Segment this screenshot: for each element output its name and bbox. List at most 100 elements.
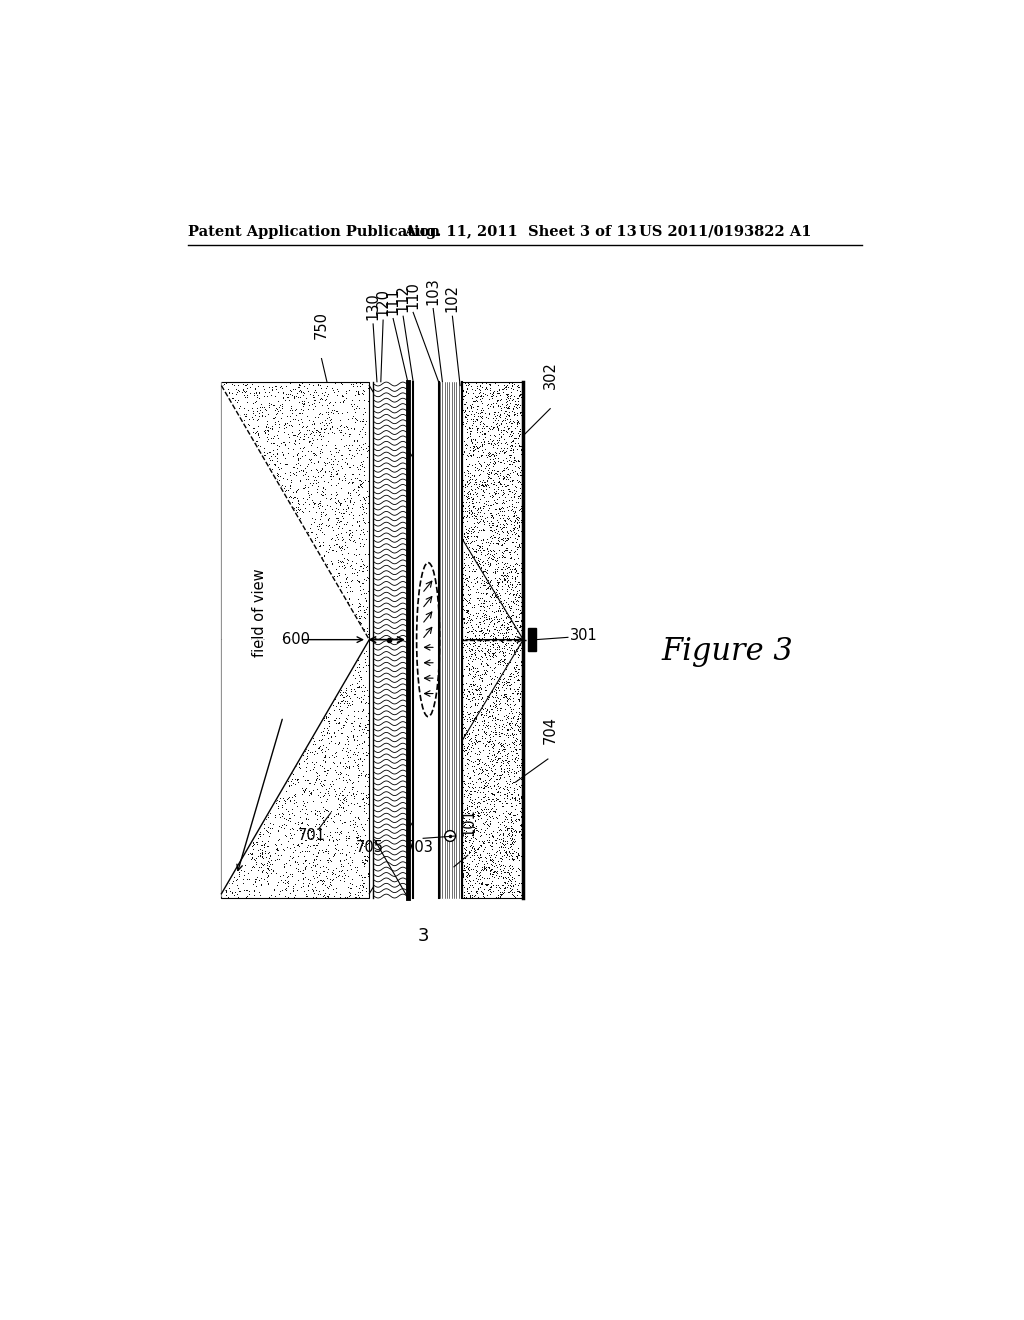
Point: [496, 466, 512, 487]
Point: [343, 374, 359, 395]
Point: [508, 861, 524, 882]
Point: [486, 866, 503, 887]
Point: [231, 543, 248, 564]
Point: [472, 873, 488, 894]
Point: [495, 504, 511, 525]
Point: [304, 659, 321, 680]
Point: [508, 576, 524, 597]
Point: [514, 527, 530, 548]
Point: [234, 378, 251, 399]
Point: [269, 673, 286, 694]
Point: [314, 807, 331, 828]
Point: [476, 471, 493, 492]
Point: [473, 405, 489, 426]
Point: [321, 430, 337, 451]
Point: [249, 800, 265, 821]
Point: [311, 622, 328, 643]
Point: [483, 610, 500, 631]
Point: [330, 788, 346, 809]
Point: [461, 374, 477, 395]
Point: [271, 570, 288, 591]
Point: [485, 627, 502, 648]
Point: [460, 800, 476, 821]
Point: [311, 849, 328, 870]
Point: [350, 647, 367, 668]
Point: [495, 642, 511, 663]
Point: [507, 809, 523, 830]
Point: [283, 731, 299, 752]
Point: [355, 602, 372, 623]
Point: [287, 513, 303, 535]
Point: [294, 392, 310, 413]
Point: [248, 750, 264, 771]
Point: [475, 711, 492, 733]
Point: [336, 867, 352, 888]
Point: [295, 437, 311, 458]
Point: [511, 536, 527, 557]
Point: [350, 570, 367, 591]
Point: [336, 659, 352, 680]
Point: [499, 783, 515, 804]
Point: [486, 614, 503, 635]
Point: [461, 738, 477, 759]
Point: [279, 689, 295, 710]
Point: [352, 496, 369, 517]
Point: [280, 569, 296, 590]
Point: [481, 879, 498, 900]
Point: [497, 642, 513, 663]
Point: [508, 734, 524, 755]
Point: [485, 734, 502, 755]
Point: [236, 721, 252, 742]
Point: [224, 387, 241, 408]
Point: [512, 882, 528, 903]
Point: [484, 738, 501, 759]
Point: [219, 562, 236, 583]
Point: [318, 375, 335, 396]
Point: [497, 442, 513, 463]
Point: [266, 587, 283, 609]
Point: [465, 391, 481, 412]
Point: [264, 531, 281, 552]
Point: [221, 711, 238, 733]
Point: [251, 495, 267, 516]
Text: 301: 301: [569, 628, 597, 643]
Point: [297, 858, 313, 879]
Point: [467, 714, 483, 735]
Point: [312, 466, 329, 487]
Point: [331, 824, 347, 845]
Point: [507, 626, 523, 647]
Point: [461, 870, 477, 891]
Point: [230, 766, 247, 787]
Point: [224, 660, 241, 681]
Point: [352, 444, 369, 465]
Point: [262, 535, 279, 556]
Point: [292, 744, 308, 766]
Point: [460, 812, 476, 833]
Point: [355, 718, 372, 739]
Point: [466, 733, 482, 754]
Point: [314, 434, 331, 455]
Point: [274, 500, 291, 521]
Point: [339, 685, 355, 706]
Point: [236, 438, 252, 459]
Point: [331, 648, 347, 669]
Point: [497, 808, 513, 829]
Point: [505, 579, 521, 601]
Point: [474, 787, 490, 808]
Point: [501, 841, 517, 862]
Point: [478, 661, 495, 682]
Point: [497, 837, 513, 858]
Point: [314, 808, 331, 829]
Point: [268, 579, 285, 601]
Point: [261, 855, 278, 876]
Point: [285, 496, 301, 517]
Point: [286, 498, 302, 519]
Point: [309, 718, 326, 739]
Point: [462, 684, 478, 705]
Point: [483, 784, 500, 805]
Point: [465, 760, 481, 781]
Point: [286, 713, 302, 734]
Point: [294, 841, 310, 862]
Point: [308, 601, 325, 622]
Point: [313, 378, 330, 399]
